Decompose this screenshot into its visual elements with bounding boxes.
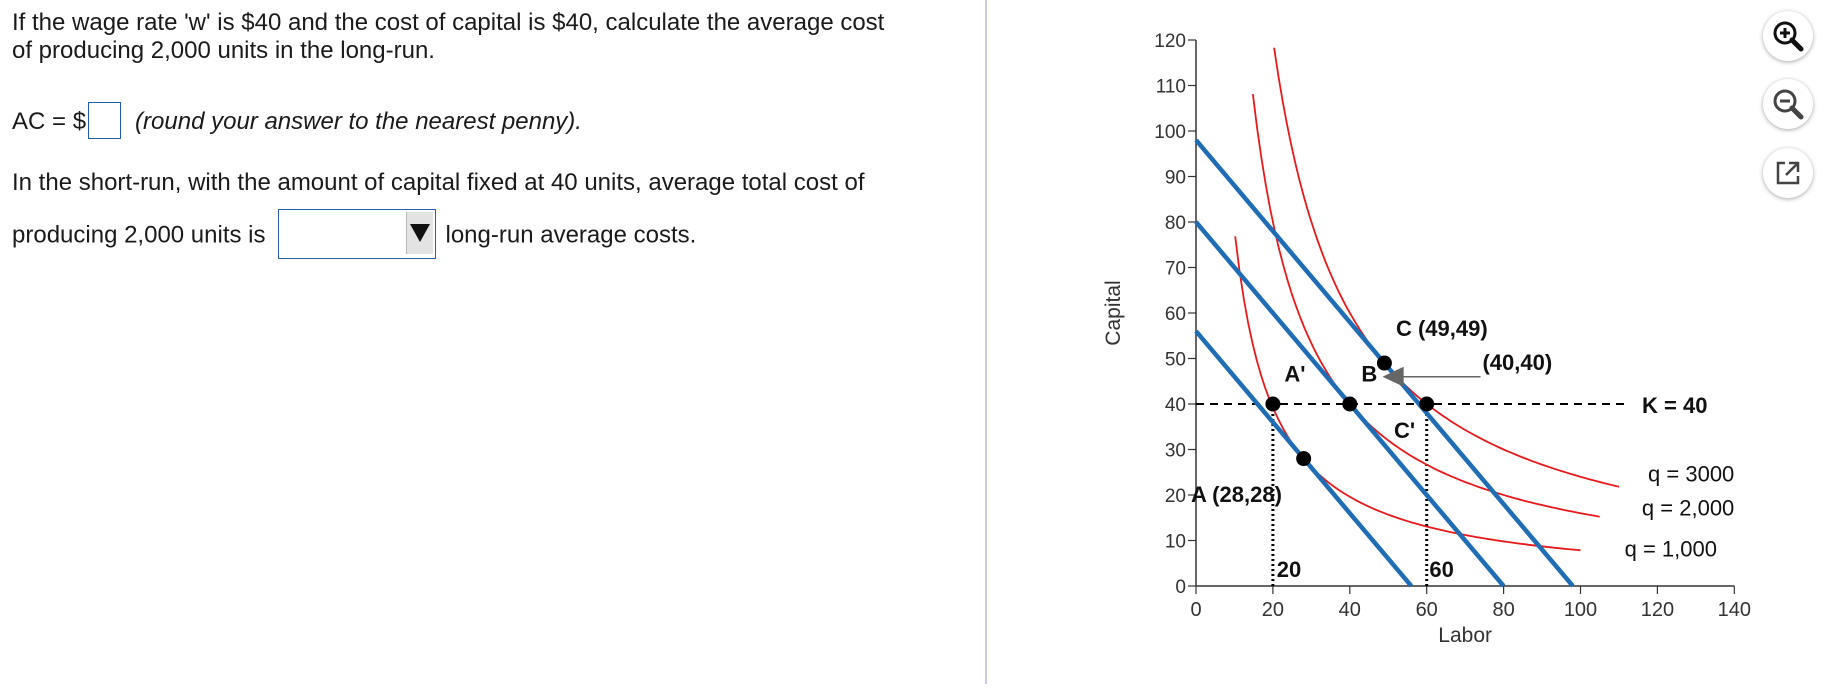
x-tick-label: 20 bbox=[1262, 599, 1284, 621]
ac-hint: (round your answer to the nearest penny)… bbox=[135, 107, 582, 135]
data-point bbox=[1342, 396, 1358, 412]
y-tick-label: 90 bbox=[1165, 168, 1186, 189]
arrow-head bbox=[1382, 366, 1404, 387]
ac-label: AC = $ bbox=[12, 107, 87, 135]
y-tick-label: 110 bbox=[1156, 77, 1186, 98]
y-tick-label: 40 bbox=[1165, 395, 1186, 416]
short-run-prefix: producing 2,000 units is bbox=[12, 221, 266, 249]
point-label-c: C (49,49) bbox=[1396, 316, 1488, 341]
y-axis-label: Capital bbox=[1102, 280, 1125, 345]
question-text-line1: If the wage rate 'w' is $40 and the cost… bbox=[12, 9, 885, 36]
isoquant-curve bbox=[1273, 47, 1620, 488]
zoom-in-button[interactable] bbox=[1763, 11, 1813, 61]
isoquant-chart: 0 20 40 60 80 100 120 140 0 10 20 30 40 50 60 70 80 90 100… bbox=[1100, 0, 1800, 684]
x-tick-label: 100 bbox=[1564, 599, 1597, 621]
zoom-out-button[interactable] bbox=[1763, 79, 1813, 129]
y-tick-label: 120 bbox=[1154, 31, 1186, 52]
point-label-a: A (28,28) bbox=[1191, 482, 1282, 507]
y-tick-label: 70 bbox=[1165, 259, 1186, 280]
isoquant-label-1000: q = 1,000 bbox=[1625, 536, 1717, 561]
point-label-a-prime: A' bbox=[1284, 361, 1305, 386]
popout-button[interactable] bbox=[1763, 148, 1813, 198]
y-tick-label: 80 bbox=[1165, 213, 1186, 234]
x-tick-label: 40 bbox=[1339, 599, 1361, 621]
point-label-c-prime: C' bbox=[1394, 418, 1415, 443]
y-tick-label: 60 bbox=[1165, 304, 1186, 325]
y-tick-label: 50 bbox=[1165, 350, 1186, 371]
x-axis-label: Labor bbox=[1438, 624, 1492, 647]
y-tick-label: 0 bbox=[1175, 577, 1186, 598]
short-run-suffix: long-run average costs. bbox=[445, 221, 697, 249]
data-point bbox=[1265, 396, 1281, 412]
data-point bbox=[1419, 396, 1435, 412]
question-pane: If the wage rate 'w' is $40 and the cost… bbox=[0, 0, 985, 684]
chart-svg: 0 20 40 60 80 100 120 140 0 10 20 30 40 50 60 70 80 90 100… bbox=[1102, 31, 1751, 647]
point-label-b: B bbox=[1361, 361, 1377, 386]
isoquant-curve bbox=[1252, 93, 1600, 518]
comparison-dropdown[interactable] bbox=[277, 209, 436, 259]
short-run-row: producing 2,000 units is long-run average… bbox=[12, 209, 697, 261]
annotation-60: 60 bbox=[1429, 557, 1453, 582]
short-run-text-line1: In the short-run, with the amount of cap… bbox=[12, 169, 865, 196]
question-text-line2: of producing 2,000 units in the long-run… bbox=[12, 37, 435, 64]
ac-answer-input[interactable] bbox=[88, 102, 122, 139]
x-tick-label: 120 bbox=[1641, 599, 1674, 621]
zoom-in-icon bbox=[1773, 21, 1804, 52]
y-tick-label: 10 bbox=[1165, 532, 1186, 553]
popout-icon bbox=[1776, 161, 1800, 185]
annotation-20: 20 bbox=[1277, 557, 1301, 582]
y-tick-label: 20 bbox=[1165, 486, 1186, 507]
ac-row: AC = $ (round your answer to the nearest … bbox=[12, 102, 582, 141]
x-tick-label: 0 bbox=[1190, 599, 1201, 621]
y-tick-label: 100 bbox=[1154, 122, 1186, 143]
isoquant-label-3000: q = 3000 bbox=[1648, 461, 1734, 486]
y-tick-label: 30 bbox=[1165, 441, 1186, 462]
x-tick-label: 80 bbox=[1492, 599, 1514, 621]
data-point bbox=[1296, 451, 1312, 467]
annotation-40-40: (40,40) bbox=[1482, 350, 1552, 375]
annotation-k-40: K = 40 bbox=[1642, 393, 1707, 418]
pane-divider bbox=[985, 0, 987, 684]
x-tick-label: 60 bbox=[1416, 599, 1438, 621]
data-point bbox=[1376, 355, 1392, 371]
x-tick-label: 140 bbox=[1718, 599, 1751, 621]
dropdown-arrow-icon[interactable] bbox=[405, 212, 433, 254]
isoquant-label-2000: q = 2,000 bbox=[1642, 495, 1734, 520]
zoom-out-icon bbox=[1773, 89, 1804, 120]
